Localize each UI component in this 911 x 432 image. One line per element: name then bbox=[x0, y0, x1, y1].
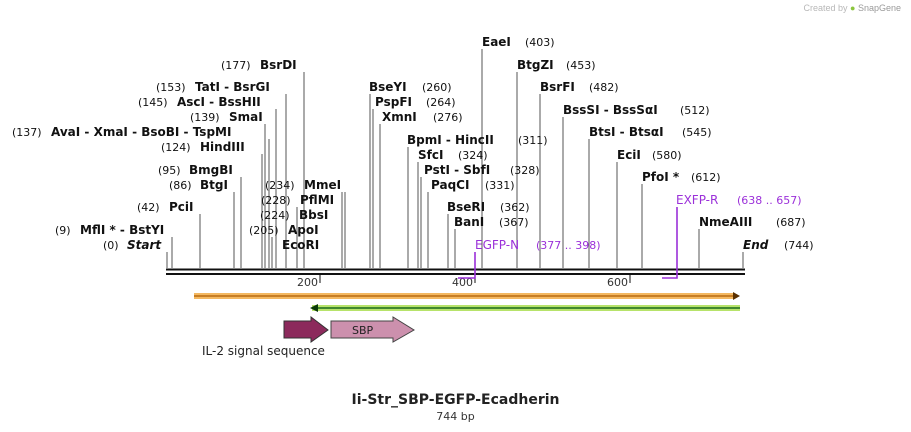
leader-lines bbox=[166, 49, 744, 268]
site-pos-start: (0) bbox=[103, 239, 119, 252]
site-pos-bmgbi: (95) bbox=[158, 164, 181, 177]
site-pos-bpmi: (311) bbox=[518, 134, 548, 147]
site-pos-btgzi: (453) bbox=[566, 59, 596, 72]
site-pos-paqci: (331) bbox=[485, 179, 515, 192]
site-pos-mfli: (9) bbox=[55, 224, 71, 237]
credit-brand: SnapGene bbox=[857, 3, 901, 13]
primer-egfp-n-range: (377 .. 398) bbox=[536, 239, 601, 252]
site-pos-avai: (137) bbox=[12, 126, 42, 139]
site-tati-bsrgi[interactable]: TatI - BsrGI bbox=[195, 80, 270, 94]
site-btgi[interactable]: BtgI bbox=[200, 178, 228, 192]
plasmid-title: Ii-Str_SBP-EGFP-Ecadherin bbox=[351, 392, 560, 408]
site-hindiii[interactable]: HindIII bbox=[200, 140, 245, 154]
site-ecii[interactable]: EciI bbox=[617, 148, 641, 162]
site-bbsi[interactable]: BbsI bbox=[299, 208, 328, 222]
site-nmeaiii[interactable]: NmeAIII bbox=[699, 215, 752, 229]
credit-prefix: Created by bbox=[803, 3, 848, 13]
site-bseyi[interactable]: BseYI bbox=[369, 80, 407, 94]
site-bmgbi[interactable]: BmgBI bbox=[189, 163, 233, 177]
il2-label: IL-2 signal sequence bbox=[202, 344, 325, 358]
sbp-label: SBP bbox=[352, 324, 374, 337]
site-pos-eaei: (403) bbox=[525, 36, 555, 49]
site-bsrfi[interactable]: BsrFI bbox=[540, 80, 575, 94]
site-pos-tati: (153) bbox=[156, 81, 186, 94]
site-sfci[interactable]: SfcI bbox=[418, 148, 443, 162]
site-btsi-btsai[interactable]: BtsI - BtsαI bbox=[589, 125, 664, 139]
site-pos-pfoi: (612) bbox=[691, 171, 721, 184]
site-pos-ecii: (580) bbox=[652, 149, 682, 162]
site-smai[interactable]: SmaI bbox=[229, 110, 263, 124]
primer-exfp-r-range: (638 .. 657) bbox=[737, 194, 802, 207]
site-btgzi[interactable]: BtgZI bbox=[517, 58, 554, 72]
site-ecori[interactable]: EcoRI bbox=[282, 238, 319, 252]
site-mmei[interactable]: MmeI bbox=[304, 178, 341, 192]
site-end[interactable]: End bbox=[743, 238, 769, 252]
site-pos-btsi: (545) bbox=[682, 126, 712, 139]
site-bpmi-hincii[interactable]: BpmI - HincII bbox=[407, 133, 494, 147]
site-pos-sfci: (324) bbox=[458, 149, 488, 162]
site-asci-bsshii[interactable]: AscI - BssHII bbox=[177, 95, 261, 109]
site-pos-mmei: (234) bbox=[265, 179, 295, 192]
site-pspfi[interactable]: PspFI bbox=[375, 95, 412, 109]
site-psti-sbfi[interactable]: PstI - SbfI bbox=[424, 163, 490, 177]
primer-marks bbox=[458, 207, 678, 279]
site-pos-pspfi: (264) bbox=[426, 96, 456, 109]
site-labels: (0) Start (9) MflI * - BstYI (42) PciI (… bbox=[12, 35, 814, 252]
site-pflmi[interactable]: PflMI bbox=[300, 193, 334, 207]
snapgene-logo-icon: ● bbox=[850, 3, 856, 13]
dna-backbone bbox=[166, 268, 745, 275]
tick-label-200: 200 bbox=[297, 276, 318, 289]
site-pos-xmni: (276) bbox=[433, 111, 463, 124]
il2-signal-sequence-arrow[interactable] bbox=[283, 315, 329, 343]
site-pos-btgi: (86) bbox=[169, 179, 192, 192]
site-avai-xmai-bsobi-tspmi[interactable]: AvaI - XmaI - BsoBI - TspMI bbox=[51, 125, 231, 139]
site-eaei[interactable]: EaeI bbox=[482, 35, 511, 49]
tick-label-400: 400 bbox=[452, 276, 473, 289]
site-pos-bsrdi: (177) bbox=[221, 59, 251, 72]
site-bani[interactable]: BanI bbox=[454, 215, 484, 229]
site-bsssi-bsssai[interactable]: BssSI - BssSαI bbox=[563, 103, 658, 117]
site-pos-psti: (328) bbox=[510, 164, 540, 177]
site-pcii[interactable]: PciI bbox=[169, 200, 194, 214]
site-pos-smai: (139) bbox=[190, 111, 220, 124]
ruler-labels: 200 400 600 bbox=[297, 276, 628, 289]
site-pos-bseyi: (260) bbox=[422, 81, 452, 94]
site-xmni[interactable]: XmnI bbox=[382, 110, 417, 124]
feature-bars bbox=[194, 292, 740, 312]
site-pos-apoi: (205) bbox=[249, 224, 279, 237]
snapgene-credit: Created by ● SnapGene bbox=[803, 3, 901, 13]
site-apoi[interactable]: ApoI bbox=[288, 223, 319, 237]
tick-label-600: 600 bbox=[607, 276, 628, 289]
site-bseri[interactable]: BseRI bbox=[447, 200, 485, 214]
site-start[interactable]: Start bbox=[127, 238, 162, 252]
primer-exfp-r[interactable]: EXFP-R bbox=[676, 193, 718, 207]
plasmid-length: 744 bp bbox=[436, 410, 475, 423]
site-pos-bani: (367) bbox=[499, 216, 529, 229]
site-pos-bsrfi: (482) bbox=[589, 81, 619, 94]
site-bsrdi[interactable]: BsrDI bbox=[260, 58, 297, 72]
site-pos-pflmi: (228) bbox=[261, 194, 291, 207]
site-pfoi[interactable]: PfoI * bbox=[642, 170, 680, 184]
site-pos-bbsi: (224) bbox=[260, 209, 290, 222]
primer-egfp-n[interactable]: EGFP-N bbox=[475, 238, 519, 252]
site-pos-hindiii: (124) bbox=[161, 141, 191, 154]
site-pos-nmeaiii: (687) bbox=[776, 216, 806, 229]
site-pos-pcii: (42) bbox=[137, 201, 160, 214]
sbp-arrow[interactable] bbox=[330, 316, 415, 343]
site-mfli-bstyi[interactable]: MflI * - BstYI bbox=[80, 223, 164, 237]
site-pos-end: (744) bbox=[784, 239, 814, 252]
site-pos-bseri: (362) bbox=[500, 201, 530, 214]
site-pos-asci: (145) bbox=[138, 96, 168, 109]
site-paqci[interactable]: PaqCI bbox=[431, 178, 469, 192]
primer-labels: EGFP-N (377 .. 398) EXFP-R (638 .. 657) bbox=[475, 193, 802, 252]
site-pos-bsssi: (512) bbox=[680, 104, 710, 117]
